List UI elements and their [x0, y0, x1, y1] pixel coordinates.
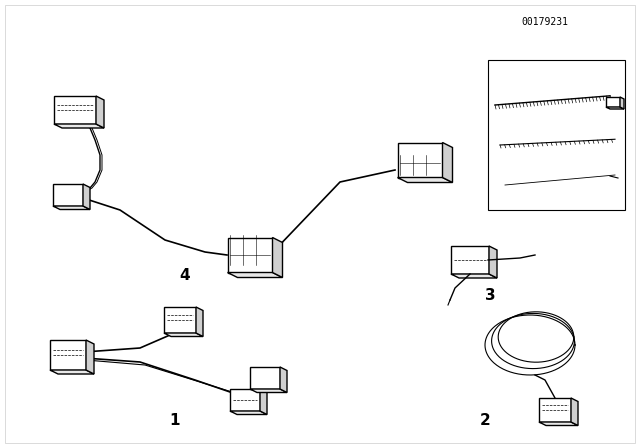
Polygon shape: [54, 96, 96, 124]
Polygon shape: [451, 246, 489, 274]
Polygon shape: [451, 274, 497, 278]
Polygon shape: [250, 389, 287, 392]
Polygon shape: [96, 96, 104, 128]
Polygon shape: [227, 272, 282, 277]
Text: 1: 1: [170, 413, 180, 427]
Polygon shape: [53, 206, 90, 210]
Polygon shape: [397, 177, 452, 182]
Polygon shape: [86, 340, 94, 374]
Text: 00179231: 00179231: [522, 17, 568, 27]
Polygon shape: [273, 237, 282, 277]
Text: 3: 3: [484, 288, 495, 302]
Polygon shape: [606, 97, 620, 107]
Polygon shape: [164, 307, 196, 333]
Polygon shape: [164, 333, 203, 336]
Polygon shape: [280, 367, 287, 392]
Polygon shape: [53, 184, 83, 206]
Polygon shape: [397, 142, 442, 177]
Polygon shape: [539, 422, 578, 426]
Text: 4: 4: [180, 267, 190, 283]
Text: 2: 2: [479, 413, 490, 427]
Polygon shape: [606, 107, 624, 109]
Polygon shape: [196, 307, 203, 336]
Polygon shape: [54, 124, 104, 128]
Polygon shape: [620, 97, 624, 109]
Polygon shape: [539, 398, 571, 422]
Polygon shape: [260, 389, 267, 414]
Polygon shape: [230, 389, 260, 411]
Polygon shape: [227, 237, 273, 272]
Polygon shape: [489, 246, 497, 278]
Polygon shape: [230, 411, 267, 414]
Polygon shape: [571, 398, 578, 426]
Polygon shape: [50, 340, 86, 370]
Polygon shape: [50, 370, 94, 374]
Polygon shape: [442, 142, 452, 182]
Polygon shape: [83, 184, 90, 210]
Polygon shape: [250, 367, 280, 389]
